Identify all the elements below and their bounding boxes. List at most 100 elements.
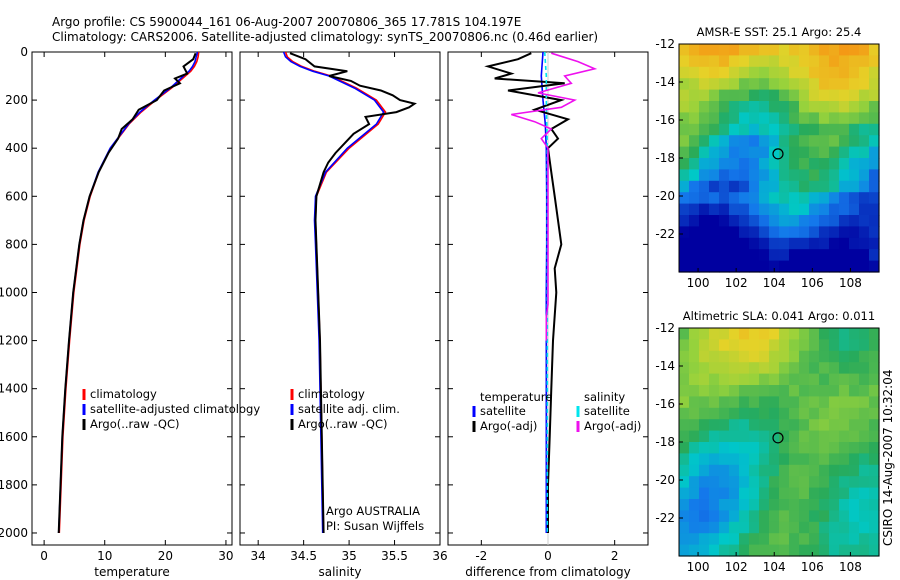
- sst-cell: [749, 237, 760, 250]
- sst-cell: [709, 180, 720, 193]
- sst-cell: [729, 180, 740, 193]
- sla-cell: [749, 396, 760, 409]
- sst-cell: [859, 101, 870, 113]
- panel-salinity: 34 34.5 35 35.5 36 salinity climatologysatelli…: [239, 51, 448, 579]
- sst-cell: [869, 66, 880, 79]
- sst-cell: [709, 249, 720, 262]
- sla-cell: [869, 373, 880, 386]
- sst-cell: [829, 78, 840, 91]
- sla-cell: [849, 385, 860, 397]
- sla-cell: [699, 396, 710, 409]
- sla-cell: [729, 350, 740, 363]
- sla-cell: [729, 464, 740, 477]
- sst-cell: [749, 192, 760, 205]
- sst-cell: [719, 55, 730, 68]
- sst-cell: [749, 226, 760, 239]
- sla-cell: [859, 407, 870, 420]
- sla-cell: [799, 499, 810, 511]
- sst-cell: [769, 192, 780, 205]
- sst-cell: [759, 180, 770, 193]
- sla-cell: [779, 442, 790, 454]
- footer-stamp: CSIRO 14-Aug-2007 10:32:04: [881, 370, 895, 546]
- sla-cell: [709, 430, 720, 443]
- sst-cell: [859, 146, 870, 159]
- sla-cell: [759, 430, 770, 443]
- sst-cell: [679, 123, 690, 136]
- temperature-xtick-label: 0: [40, 549, 48, 563]
- sla-cell: [809, 499, 820, 511]
- sst-cell: [739, 112, 750, 125]
- sla-cell: [849, 362, 860, 375]
- sla-cell: [819, 510, 830, 523]
- sst-cell: [689, 78, 700, 91]
- sla-cell: [829, 396, 840, 409]
- sla-cell: [699, 442, 710, 454]
- sst-cell: [699, 226, 710, 239]
- sst-cell: [849, 158, 860, 170]
- sst-cell: [819, 89, 830, 102]
- sla-cell: [749, 521, 760, 534]
- sla-cell: [789, 487, 800, 500]
- sla-cell: [799, 487, 810, 500]
- sla-cell: [809, 476, 820, 489]
- sla-cell: [749, 373, 760, 386]
- sst-cell: [679, 44, 690, 56]
- sla-cell: [689, 396, 700, 409]
- sst-cell: [869, 101, 880, 113]
- sst-cell: [709, 123, 720, 136]
- sla-cell: [799, 350, 810, 363]
- sst-cell: [799, 260, 810, 273]
- sst-cell: [709, 260, 720, 273]
- sla-cell: [749, 476, 760, 489]
- sst-cell: [799, 237, 810, 250]
- sla-cell: [839, 453, 850, 466]
- sla-cell: [799, 328, 810, 340]
- sla-cell: [819, 487, 830, 500]
- sst-cell: [679, 226, 690, 239]
- sst-cell: [709, 112, 720, 125]
- sst-cell: [859, 123, 870, 136]
- sst-cell: [729, 260, 740, 273]
- sst-xtick-label: 102: [725, 276, 748, 290]
- sla-cell: [769, 339, 780, 352]
- sla-cell: [689, 419, 700, 432]
- sst-cell: [859, 226, 870, 239]
- sst-cell: [839, 158, 850, 170]
- sla-cell: [759, 362, 770, 375]
- sla-cell: [849, 521, 860, 534]
- sla-cell: [819, 430, 830, 443]
- sst-cell: [789, 89, 800, 102]
- sla-cell: [829, 476, 840, 489]
- temperature-ytick-label: 1400: [0, 382, 28, 396]
- sst-cell: [819, 260, 830, 273]
- sst-cell: [819, 78, 830, 91]
- sla-cell: [849, 476, 860, 489]
- sla-cell: [849, 419, 860, 432]
- sla-cell: [729, 442, 740, 454]
- sst-cell: [769, 112, 780, 125]
- sst-cell: [759, 192, 770, 205]
- sla-cell: [799, 407, 810, 420]
- sla-cell: [839, 339, 850, 352]
- sst-cell: [689, 101, 700, 113]
- sla-cell: [729, 544, 740, 557]
- sla-cell: [679, 533, 690, 546]
- temperature-ytick-label: 0: [20, 45, 28, 59]
- sla-cell: [789, 510, 800, 523]
- sst-cell: [699, 169, 710, 182]
- sla-cell: [829, 453, 840, 466]
- sst-cell: [679, 112, 690, 125]
- sst-ytick-label: -20: [655, 189, 675, 203]
- sst-cell: [809, 215, 820, 227]
- sst-cell: [859, 112, 870, 125]
- sla-cell: [729, 396, 740, 409]
- sla-cell: [789, 419, 800, 432]
- sla-cell: [739, 544, 750, 557]
- difference-series-salinity-argo-adj-: [511, 52, 598, 341]
- sla-cell: [679, 385, 690, 397]
- sla-cell: [719, 544, 730, 557]
- salinity-xtick-label: 34.5: [290, 549, 317, 563]
- sst-cell: [739, 249, 750, 262]
- sst-cell: [799, 169, 810, 182]
- sla-cell: [699, 464, 710, 477]
